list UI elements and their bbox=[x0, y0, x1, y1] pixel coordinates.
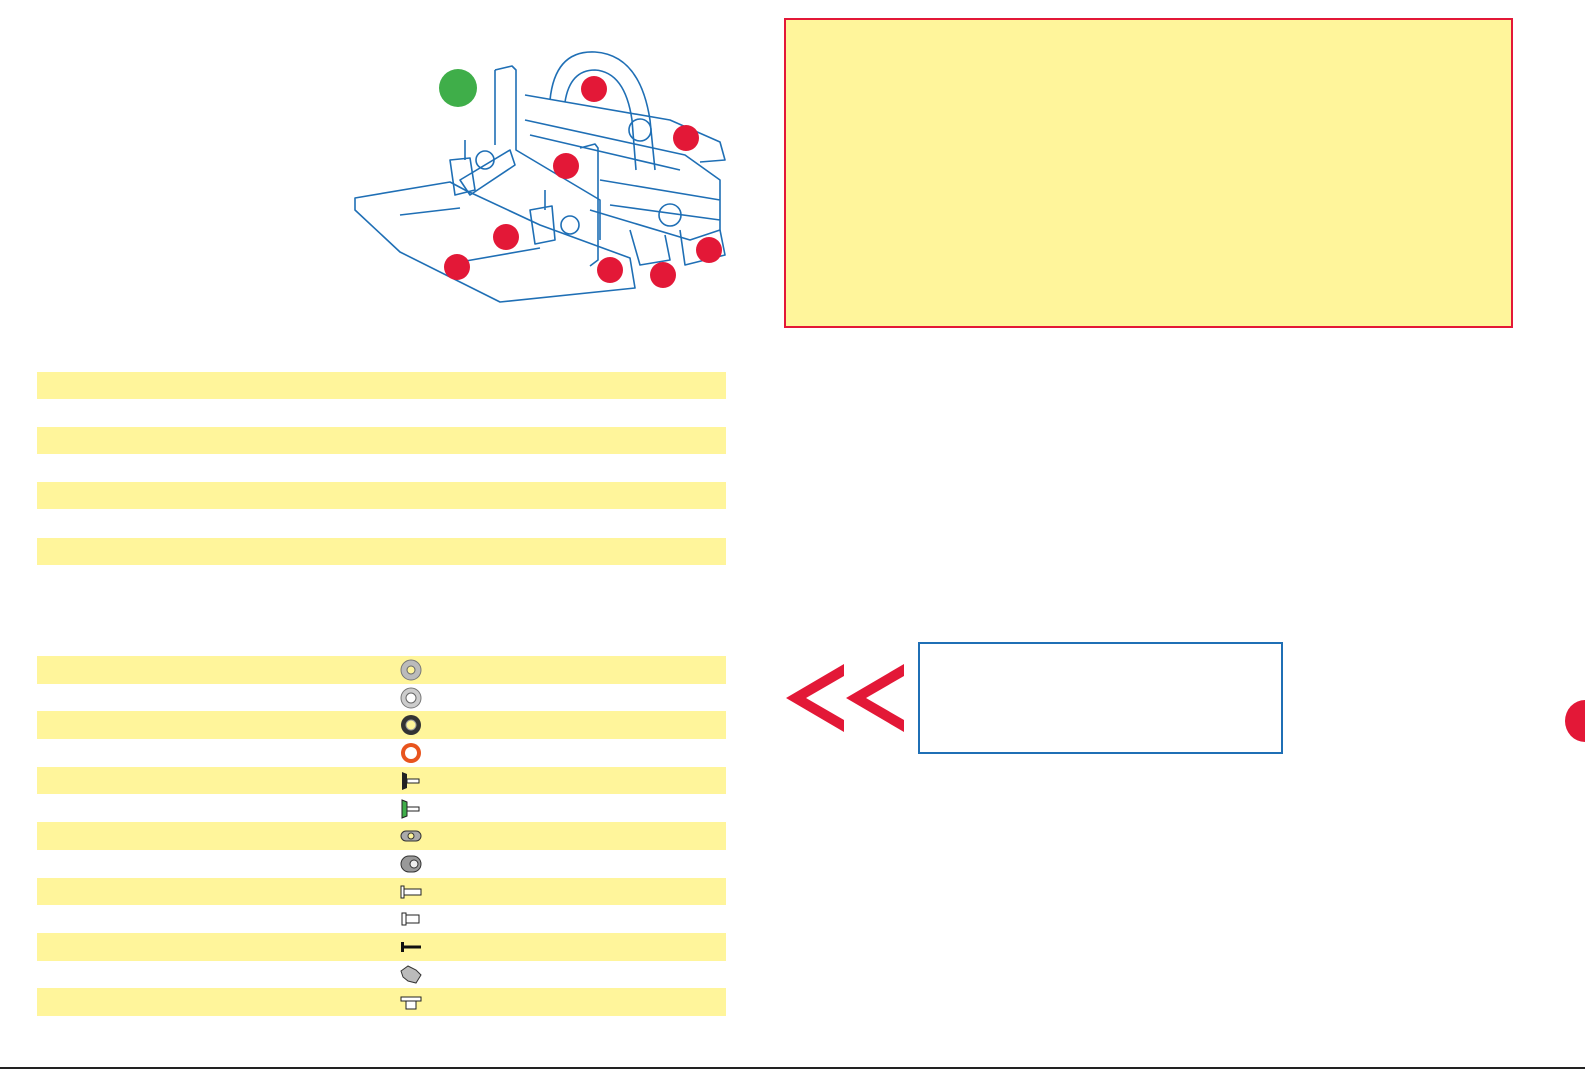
table-row bbox=[37, 427, 726, 454]
screw-short-icon bbox=[401, 912, 420, 926]
table-row bbox=[37, 766, 726, 795]
marker-red bbox=[553, 153, 579, 179]
table-row bbox=[37, 711, 726, 740]
upright-frame-left bbox=[494, 65, 601, 240]
marker-red bbox=[597, 257, 623, 283]
back-chevrons-icon bbox=[786, 664, 904, 732]
table-row bbox=[37, 905, 726, 933]
table-row bbox=[37, 656, 726, 684]
clamp-left bbox=[449, 140, 476, 196]
washer-silver-icon bbox=[400, 687, 422, 709]
table-row bbox=[37, 739, 726, 767]
pin-icon bbox=[401, 942, 421, 952]
table-row bbox=[37, 822, 726, 850]
base-plate bbox=[354, 181, 636, 303]
clamp-block-icon bbox=[400, 965, 422, 984]
table-row bbox=[37, 684, 726, 712]
info-box bbox=[918, 642, 1283, 754]
upright-frame-right bbox=[579, 143, 599, 267]
washer-black-icon bbox=[401, 715, 421, 736]
marker-red bbox=[696, 237, 722, 263]
machine-assembly-illustration bbox=[354, 51, 726, 303]
marker-red bbox=[673, 125, 699, 151]
table-row bbox=[37, 988, 726, 1017]
washer-orange-icon bbox=[401, 743, 421, 764]
marker-green bbox=[439, 69, 477, 107]
table-row bbox=[37, 933, 726, 961]
washer-yellow-icon bbox=[400, 659, 422, 681]
marker-red bbox=[650, 262, 676, 288]
slot-nut-small-icon bbox=[400, 830, 422, 842]
page-edge-tab bbox=[1565, 700, 1585, 742]
table-row bbox=[37, 877, 726, 906]
marker-red bbox=[493, 224, 519, 250]
marker-red bbox=[444, 254, 470, 280]
rails bbox=[524, 94, 726, 241]
table-row bbox=[37, 538, 726, 565]
clamp-right bbox=[529, 190, 556, 245]
chevron-left-icon bbox=[786, 664, 844, 732]
arch-guard bbox=[549, 51, 656, 171]
notice-panel bbox=[784, 18, 1513, 328]
footer-rule bbox=[0, 1067, 1585, 1069]
screw-long-icon bbox=[400, 885, 422, 899]
red-markers bbox=[444, 76, 722, 288]
table-row bbox=[37, 372, 726, 399]
thumbscrew-black-icon bbox=[402, 771, 420, 790]
table-row bbox=[37, 795, 726, 823]
t-nut-icon bbox=[400, 996, 422, 1010]
table-row bbox=[37, 850, 726, 878]
table-row bbox=[37, 961, 726, 989]
table-row bbox=[37, 482, 726, 509]
marker-red bbox=[581, 76, 607, 102]
slot-nut-large-icon bbox=[400, 855, 422, 873]
chevron-left-icon bbox=[846, 664, 904, 732]
thumbscrew-green-icon bbox=[401, 798, 420, 819]
